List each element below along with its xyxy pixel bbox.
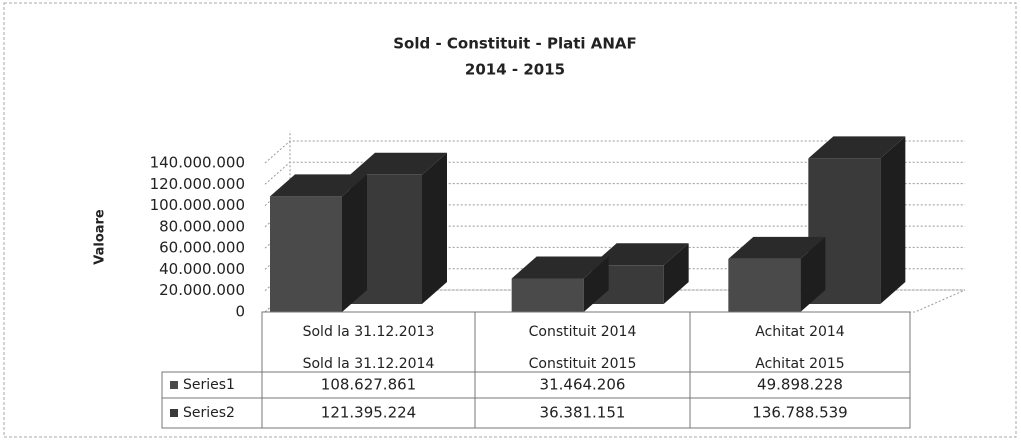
bar-top (591, 243, 689, 266)
bar-top (808, 136, 906, 159)
grid-line (264, 140, 965, 164)
table-cell (161, 371, 911, 429)
bar (270, 196, 342, 312)
category-label: Sold la 31.12.2014 (303, 356, 435, 372)
bar (511, 278, 584, 312)
data-label: 136.788.539 (752, 404, 847, 422)
legend-key (170, 381, 178, 389)
data-label: 108.627.861 (321, 376, 416, 394)
bar-top (728, 236, 826, 259)
y-tick-label: 100.000.000 (150, 196, 245, 214)
bar-side (800, 236, 826, 312)
data-label: 121.395.224 (321, 404, 416, 422)
chart-title: Sold - Constituit - Plati ANAF (393, 35, 637, 53)
bar (728, 258, 801, 312)
category-label: Sold la 31.12.2013 (303, 324, 435, 340)
bar-top (350, 152, 447, 175)
y-tick-label: 120.000.000 (150, 175, 245, 193)
y-axis-label: Valoare (93, 209, 108, 265)
bar-side (663, 243, 689, 304)
y-tick-label: 0 (235, 303, 245, 321)
y-tick-label: 20.000.000 (159, 281, 245, 299)
bar-top (270, 174, 367, 197)
data-label: 31.464.206 (540, 376, 626, 394)
chart-subtitle: 2014 - 2015 (465, 61, 565, 79)
data-label: 36.381.151 (540, 404, 626, 422)
legend-label: Series2 (183, 405, 235, 421)
y-tick-label: 140.000.000 (150, 154, 245, 172)
bar-top (511, 256, 609, 279)
y-tick-label: 80.000.000 (159, 217, 245, 235)
y-tick-label: 60.000.000 (159, 239, 245, 257)
y-tick-label: 40.000.000 (159, 260, 245, 278)
category-label: Constituit 2014 (529, 324, 637, 340)
bar-side (583, 256, 609, 312)
data-label: 49.898.228 (757, 376, 843, 394)
category-label: Achitat 2015 (755, 356, 844, 372)
bar-side (342, 174, 367, 312)
legend-key (170, 409, 178, 417)
category-label: Achitat 2014 (755, 324, 845, 340)
bar-side (880, 136, 906, 304)
legend-label: Series1 (183, 377, 235, 393)
category-label: Constituit 2015 (529, 356, 637, 372)
grid-line (264, 161, 965, 185)
bar-side (422, 152, 447, 304)
chart-border (3, 2, 1017, 438)
